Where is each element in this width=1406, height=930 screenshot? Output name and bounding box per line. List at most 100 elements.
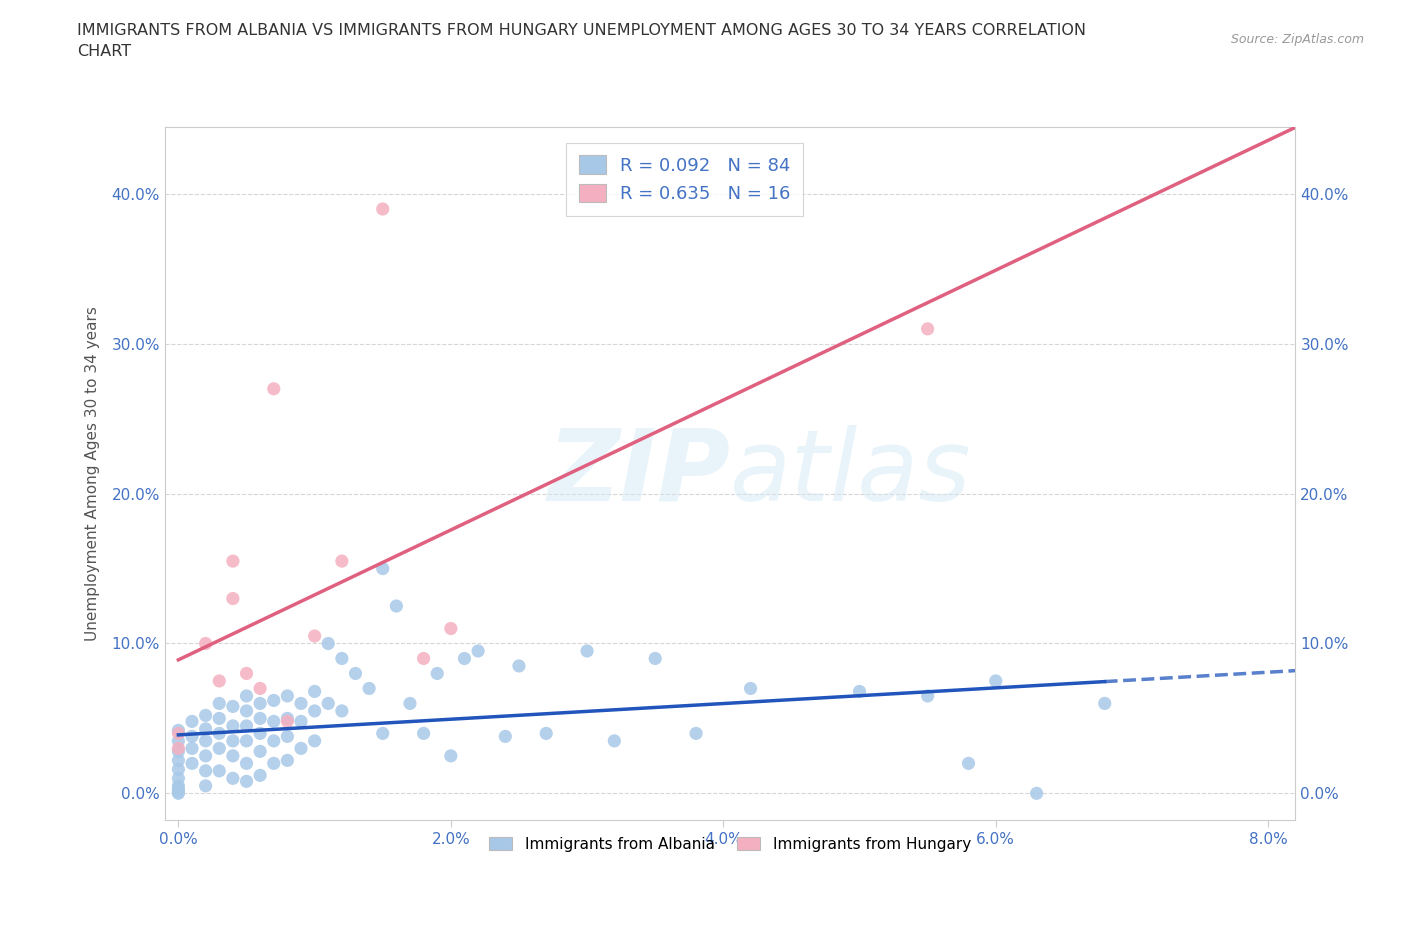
- Point: [235, 774, 257, 789]
- Point: [371, 202, 394, 217]
- Point: [412, 726, 434, 741]
- Text: ZIP: ZIP: [547, 425, 730, 522]
- Point: [194, 636, 217, 651]
- Point: [263, 714, 285, 729]
- Point: [181, 741, 204, 756]
- Legend: Immigrants from Albania, Immigrants from Hungary: Immigrants from Albania, Immigrants from…: [484, 830, 977, 857]
- Text: IMMIGRANTS FROM ALBANIA VS IMMIGRANTS FROM HUNGARY UNEMPLOYMENT AMONG AGES 30 TO: IMMIGRANTS FROM ALBANIA VS IMMIGRANTS FR…: [77, 23, 1087, 60]
- Point: [263, 693, 285, 708]
- Point: [249, 768, 271, 783]
- Point: [984, 673, 1007, 688]
- Point: [249, 696, 271, 711]
- Point: [208, 741, 231, 756]
- Point: [235, 734, 257, 749]
- Point: [440, 621, 463, 636]
- Point: [290, 696, 312, 711]
- Point: [208, 764, 231, 778]
- Point: [181, 756, 204, 771]
- Point: [304, 629, 326, 644]
- Point: [603, 734, 626, 749]
- Point: [1094, 696, 1116, 711]
- Point: [167, 778, 190, 793]
- Point: [453, 651, 475, 666]
- Point: [385, 599, 408, 614]
- Point: [167, 744, 190, 759]
- Point: [194, 749, 217, 764]
- Point: [235, 756, 257, 771]
- Point: [276, 714, 298, 729]
- Point: [222, 734, 245, 749]
- Point: [181, 714, 204, 729]
- Point: [235, 703, 257, 718]
- Point: [276, 753, 298, 768]
- Point: [194, 708, 217, 723]
- Point: [359, 681, 381, 696]
- Point: [330, 703, 353, 718]
- Point: [276, 711, 298, 725]
- Point: [222, 553, 245, 568]
- Point: [167, 786, 190, 801]
- Point: [167, 741, 190, 756]
- Point: [222, 699, 245, 714]
- Point: [235, 666, 257, 681]
- Point: [194, 764, 217, 778]
- Point: [534, 726, 557, 741]
- Point: [235, 688, 257, 703]
- Point: [371, 726, 394, 741]
- Point: [263, 734, 285, 749]
- Point: [304, 703, 326, 718]
- Point: [222, 719, 245, 734]
- Point: [685, 726, 707, 741]
- Point: [290, 714, 312, 729]
- Point: [249, 681, 271, 696]
- Point: [167, 762, 190, 777]
- Point: [304, 684, 326, 698]
- Point: [208, 696, 231, 711]
- Point: [426, 666, 449, 681]
- Point: [222, 591, 245, 606]
- Point: [167, 781, 190, 796]
- Point: [167, 784, 190, 799]
- Point: [194, 722, 217, 737]
- Point: [330, 553, 353, 568]
- Point: [222, 771, 245, 786]
- Point: [290, 741, 312, 756]
- Point: [249, 711, 271, 725]
- Point: [508, 658, 530, 673]
- Point: [399, 696, 422, 711]
- Text: atlas: atlas: [730, 425, 972, 522]
- Point: [467, 644, 489, 658]
- Point: [344, 666, 367, 681]
- Point: [740, 681, 762, 696]
- Point: [167, 734, 190, 749]
- Point: [576, 644, 599, 658]
- Point: [316, 696, 339, 711]
- Point: [167, 726, 190, 741]
- Point: [371, 561, 394, 576]
- Point: [644, 651, 666, 666]
- Point: [235, 719, 257, 734]
- Point: [167, 723, 190, 737]
- Point: [440, 749, 463, 764]
- Point: [316, 636, 339, 651]
- Point: [263, 756, 285, 771]
- Point: [304, 734, 326, 749]
- Point: [848, 684, 870, 698]
- Point: [208, 711, 231, 725]
- Text: Source: ZipAtlas.com: Source: ZipAtlas.com: [1230, 33, 1364, 46]
- Point: [276, 729, 298, 744]
- Point: [167, 753, 190, 768]
- Point: [494, 729, 516, 744]
- Point: [917, 688, 939, 703]
- Point: [194, 778, 217, 793]
- Point: [263, 381, 285, 396]
- Point: [208, 726, 231, 741]
- Point: [194, 734, 217, 749]
- Point: [249, 726, 271, 741]
- Point: [222, 749, 245, 764]
- Y-axis label: Unemployment Among Ages 30 to 34 years: Unemployment Among Ages 30 to 34 years: [86, 306, 100, 641]
- Point: [181, 729, 204, 744]
- Point: [917, 322, 939, 337]
- Point: [330, 651, 353, 666]
- Point: [208, 673, 231, 688]
